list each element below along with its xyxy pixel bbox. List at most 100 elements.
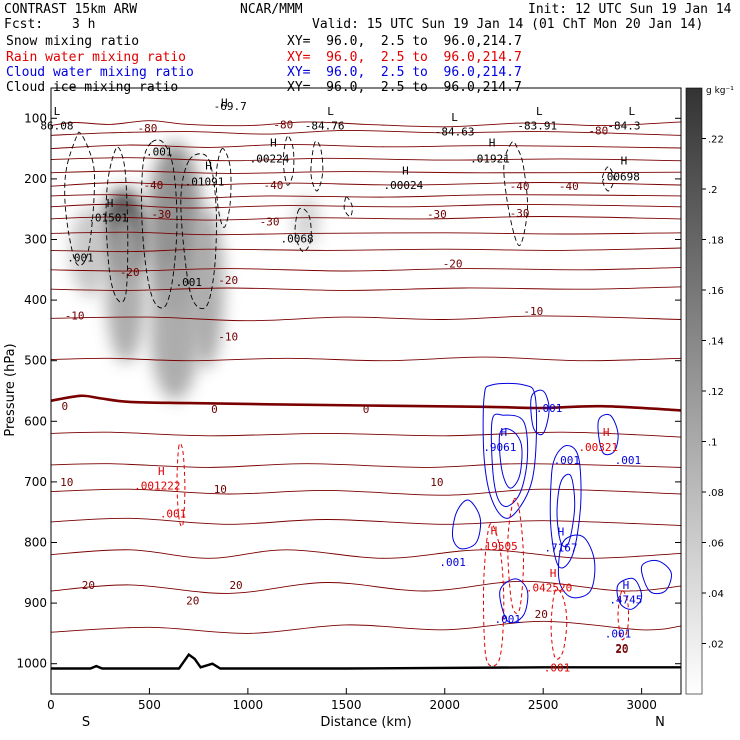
snow-contours <box>64 131 615 310</box>
ice-shade-3 <box>150 260 201 401</box>
temp-contour-10 <box>51 517 681 526</box>
x-tick-label: 1500 <box>331 698 362 712</box>
temp-contour-20 <box>51 620 681 634</box>
cloud-water-contour <box>482 382 538 519</box>
temp-contour-m70 <box>51 143 681 150</box>
contour-label: 20 <box>615 643 628 656</box>
temp-contour-0 <box>51 356 681 362</box>
contour-label: H <box>205 160 212 173</box>
contour-label: .001 <box>605 627 632 640</box>
y-tick-label: 600 <box>24 414 47 428</box>
temp-contour-m80 <box>51 129 681 136</box>
terrain-profile <box>51 652 681 670</box>
colorbar-unit: g kg⁻¹ <box>706 86 734 96</box>
contour-label: .4745 <box>609 593 642 606</box>
x-tick-label: 2500 <box>528 698 559 712</box>
x-tick-label: 0 <box>47 698 55 712</box>
temp-contour-m40 <box>51 203 681 209</box>
contour-label: -40 <box>143 179 163 192</box>
x-tick-label: 1000 <box>233 698 264 712</box>
x-tick-label: 2000 <box>429 698 460 712</box>
cloud-water-contour <box>557 534 596 599</box>
temp-contour-20 <box>51 580 681 594</box>
contour-label: H <box>558 526 565 539</box>
contour-label: .001 <box>176 276 203 289</box>
contour-label: .00321 <box>578 441 618 454</box>
contour-label: .00698 <box>600 170 640 183</box>
y-tick-label: 800 <box>24 536 47 550</box>
snow-contour <box>343 196 353 217</box>
contour-label: .001 <box>536 402 563 415</box>
x-tick-label: 3000 <box>626 698 657 712</box>
contour-label: -30 <box>260 215 280 228</box>
cloud-water-contour <box>549 444 582 569</box>
colorbar <box>685 87 703 695</box>
y-tick-label: 500 <box>24 354 47 368</box>
temp-contour-m30 <box>51 231 681 236</box>
contour-label: 10 <box>214 483 227 496</box>
cloud-water-contour <box>616 577 643 610</box>
cloud-water-contour <box>597 413 619 456</box>
temp-contour-0 <box>51 431 681 438</box>
contour-label: .001222 <box>134 480 180 493</box>
contour-label: 86.08 <box>40 120 73 133</box>
contour-label: H <box>603 426 610 439</box>
cloud-water-contour <box>530 389 550 436</box>
contour-label: .001 <box>160 507 187 520</box>
temp-contour-m20 <box>51 247 681 253</box>
temp-contour-m10 <box>51 286 681 291</box>
contour-label: -20 <box>443 258 463 271</box>
contour-label: L <box>536 105 543 118</box>
contour-label: .001 <box>439 556 466 569</box>
snow-contour <box>141 139 178 309</box>
colorbar-tick-label: .22 <box>708 135 724 146</box>
fcst-label: Fcst: <box>4 17 44 32</box>
contour-label: 0 <box>61 400 68 413</box>
cloud-water-contour <box>498 428 523 489</box>
colorbar-tick-label: .04 <box>708 589 724 600</box>
contour-label: .01501 <box>88 212 128 225</box>
contour-label: .001 <box>554 454 581 467</box>
y-tick-label: 900 <box>24 596 47 610</box>
y-tick-label: 400 <box>24 293 47 307</box>
contour-label: -40 <box>264 179 284 192</box>
contour-label: -80 <box>588 124 608 137</box>
cloud-ice-shading <box>70 142 320 401</box>
contour-label: -83.91 <box>517 120 557 133</box>
contour-label: -10 <box>218 330 238 343</box>
temp-contour-m30 <box>51 216 681 221</box>
colorbar-tick-label: .08 <box>708 488 724 499</box>
cloud-water-contours <box>451 382 672 624</box>
contour-label: .001 <box>67 252 94 265</box>
y-tick-label: 700 <box>24 475 47 489</box>
contour-label: 20 <box>229 579 242 592</box>
field-cloudwater-xy: XY= 96.0, 2.5 to 96.0,214.7 <box>287 65 522 80</box>
field-rain-xy: XY= 96.0, 2.5 to 96.0,214.7 <box>287 50 522 65</box>
contour-label: -40 <box>559 180 579 193</box>
rain-contour <box>483 523 505 667</box>
temperature-contours <box>51 120 681 634</box>
contour-label: H <box>621 155 628 168</box>
contour-label: -80 <box>273 118 293 131</box>
cloud-water-contour <box>640 559 672 595</box>
contour-label: 20 <box>615 642 628 655</box>
init-time: Init: 12 UTC Sun 19 Jan 14 <box>528 2 732 17</box>
x-axis-end-left: S <box>82 715 90 730</box>
contour-label: 20 <box>82 579 95 592</box>
contour-label: .0068 <box>281 232 314 245</box>
contour-label: 10 <box>60 476 73 489</box>
contour-label: H <box>107 197 114 210</box>
field-rain-name: Rain water mixing ratio <box>6 50 187 65</box>
snow-contour <box>294 207 312 253</box>
contour-label: -84.3 <box>607 120 640 133</box>
temp-contour-0 <box>51 394 681 412</box>
x-tick-label: 500 <box>138 698 161 712</box>
contour-label: L <box>451 111 458 124</box>
contour-label: -69.7 <box>214 100 247 113</box>
colorbar-ticks: .02 .04 .06 .08 .1 .12 .14 .16 .18 .2 .22 <box>702 135 724 651</box>
contour-label: .7167 <box>544 541 577 554</box>
contour-label: .01091 <box>185 175 225 188</box>
contour-label: .042520 <box>526 581 572 594</box>
contour-label: .001 <box>615 454 642 467</box>
contour-label: H <box>623 579 630 592</box>
